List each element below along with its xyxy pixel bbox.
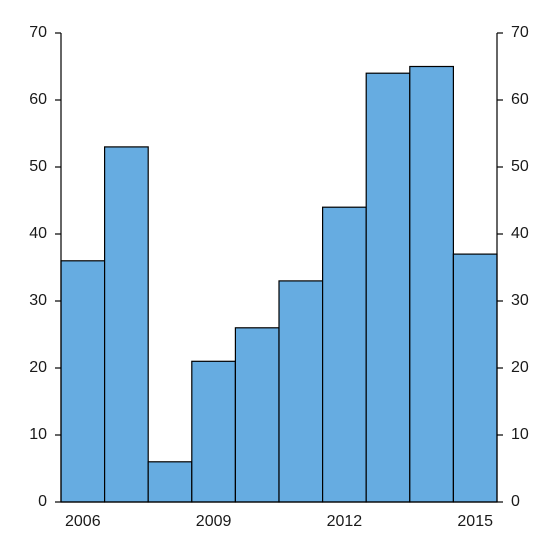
- y-tick-label-right: 50: [511, 158, 529, 175]
- bar-2013: [365, 72, 411, 503]
- bar-2014: [409, 65, 454, 503]
- y-tick-label-right: 10: [511, 426, 529, 443]
- x-tick-label-2012: 2012: [327, 513, 363, 530]
- y-tick-label-right: 40: [511, 225, 529, 242]
- x-tick-label-2015: 2015: [457, 513, 493, 530]
- y-tick-label-left: 50: [29, 158, 47, 175]
- bar-2010: [234, 327, 280, 503]
- y-tick-label-left: 20: [29, 359, 47, 376]
- y-tick-label-right: 30: [511, 292, 529, 309]
- y-tick-label-right: 70: [511, 24, 529, 41]
- y-tick-label-right: 60: [511, 91, 529, 108]
- y-tick-label-right: 0: [511, 493, 520, 510]
- axes-group: [60, 33, 498, 503]
- bars-group: [60, 65, 498, 503]
- y-tick-label-left: 60: [29, 91, 47, 108]
- x-tick-label-2006: 2006: [65, 513, 101, 530]
- bar-2007: [103, 146, 149, 503]
- bar-2015: [452, 253, 498, 503]
- x-tick-label-2009: 2009: [196, 513, 232, 530]
- ticks-group: 0 0 10 10 20 20 30 30 40 40 50 50 60 60 70 70 2006 2009 20…: [29, 24, 529, 530]
- bar-2011: [278, 280, 324, 503]
- bar-2006: [60, 260, 106, 503]
- y-tick-label-left: 40: [29, 225, 47, 242]
- bar-2012: [322, 206, 367, 503]
- bar-2009: [191, 360, 237, 503]
- y-tick-label-left: 10: [29, 426, 47, 443]
- y-tick-label-left: 70: [29, 24, 47, 41]
- y-tick-label-left: 0: [38, 493, 47, 510]
- y-tick-label-left: 30: [29, 292, 47, 309]
- y-tick-label-right: 20: [511, 359, 529, 376]
- bar-2008: [147, 461, 193, 503]
